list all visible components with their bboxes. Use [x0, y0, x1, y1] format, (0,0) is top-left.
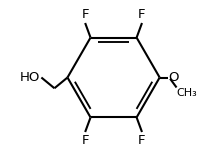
Text: F: F: [138, 134, 146, 147]
Text: F: F: [81, 134, 89, 147]
Text: CH₃: CH₃: [177, 88, 198, 98]
Text: HO: HO: [20, 71, 41, 84]
Text: F: F: [81, 8, 89, 21]
Text: O: O: [168, 71, 179, 84]
Text: F: F: [138, 8, 146, 21]
